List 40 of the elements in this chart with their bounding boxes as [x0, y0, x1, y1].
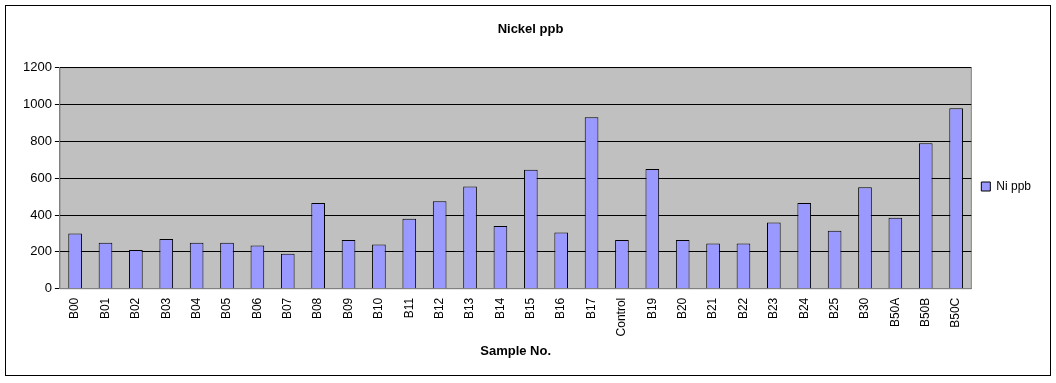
x-tick-label: B19 [644, 297, 659, 320]
x-tick-label: B23 [766, 297, 781, 320]
y-tick-label: 1200 [23, 59, 52, 75]
y-tick-label: 800 [30, 132, 52, 148]
x-tick-label: B20 [675, 297, 690, 320]
x-tick-label: B00 [67, 297, 82, 320]
x-tick-label: B12 [431, 297, 446, 320]
x-tick-label: B24 [796, 297, 811, 320]
x-tick-label: B50B [918, 297, 933, 328]
x-tick-label: B13 [462, 297, 477, 320]
x-tick-label: B03 [158, 297, 173, 320]
y-tick-label: 600 [30, 169, 52, 185]
x-tick-label: B50A [887, 297, 902, 328]
x-tick-label: B08 [310, 297, 325, 320]
x-tick-label: B50C [948, 297, 963, 328]
x-tick-label: B17 [583, 297, 598, 320]
x-tick-label: B15 [523, 297, 538, 320]
y-tick-label: 400 [30, 206, 52, 222]
x-tick-label: B07 [280, 297, 295, 320]
chart-title: Nickel ppb [497, 21, 564, 37]
x-tick-label: B04 [188, 297, 203, 320]
y-tick-label: 200 [30, 243, 52, 259]
x-tick-label: B22 [735, 297, 750, 320]
x-tick-label: B05 [219, 297, 234, 320]
x-tick-label: B14 [492, 297, 507, 320]
x-axis-title: Sample No. [480, 342, 552, 358]
x-tick-label: B01 [97, 297, 112, 320]
x-tick-label: B06 [249, 297, 264, 320]
y-tick-label: 1000 [23, 96, 52, 112]
legend-label: Ni ppb [996, 178, 1032, 193]
x-tick-label: B21 [705, 297, 720, 320]
y-tick-label: 0 [44, 280, 52, 296]
x-tick-label: B25 [826, 297, 841, 320]
x-tick-label: B30 [857, 297, 872, 320]
x-tick-label: B09 [340, 297, 355, 320]
x-tick-label: B16 [553, 297, 568, 320]
x-tick-label: B02 [128, 297, 143, 320]
x-tick-label: B11 [401, 297, 416, 319]
x-tick-label: Control [614, 297, 629, 337]
x-tick-label: B10 [371, 297, 386, 320]
